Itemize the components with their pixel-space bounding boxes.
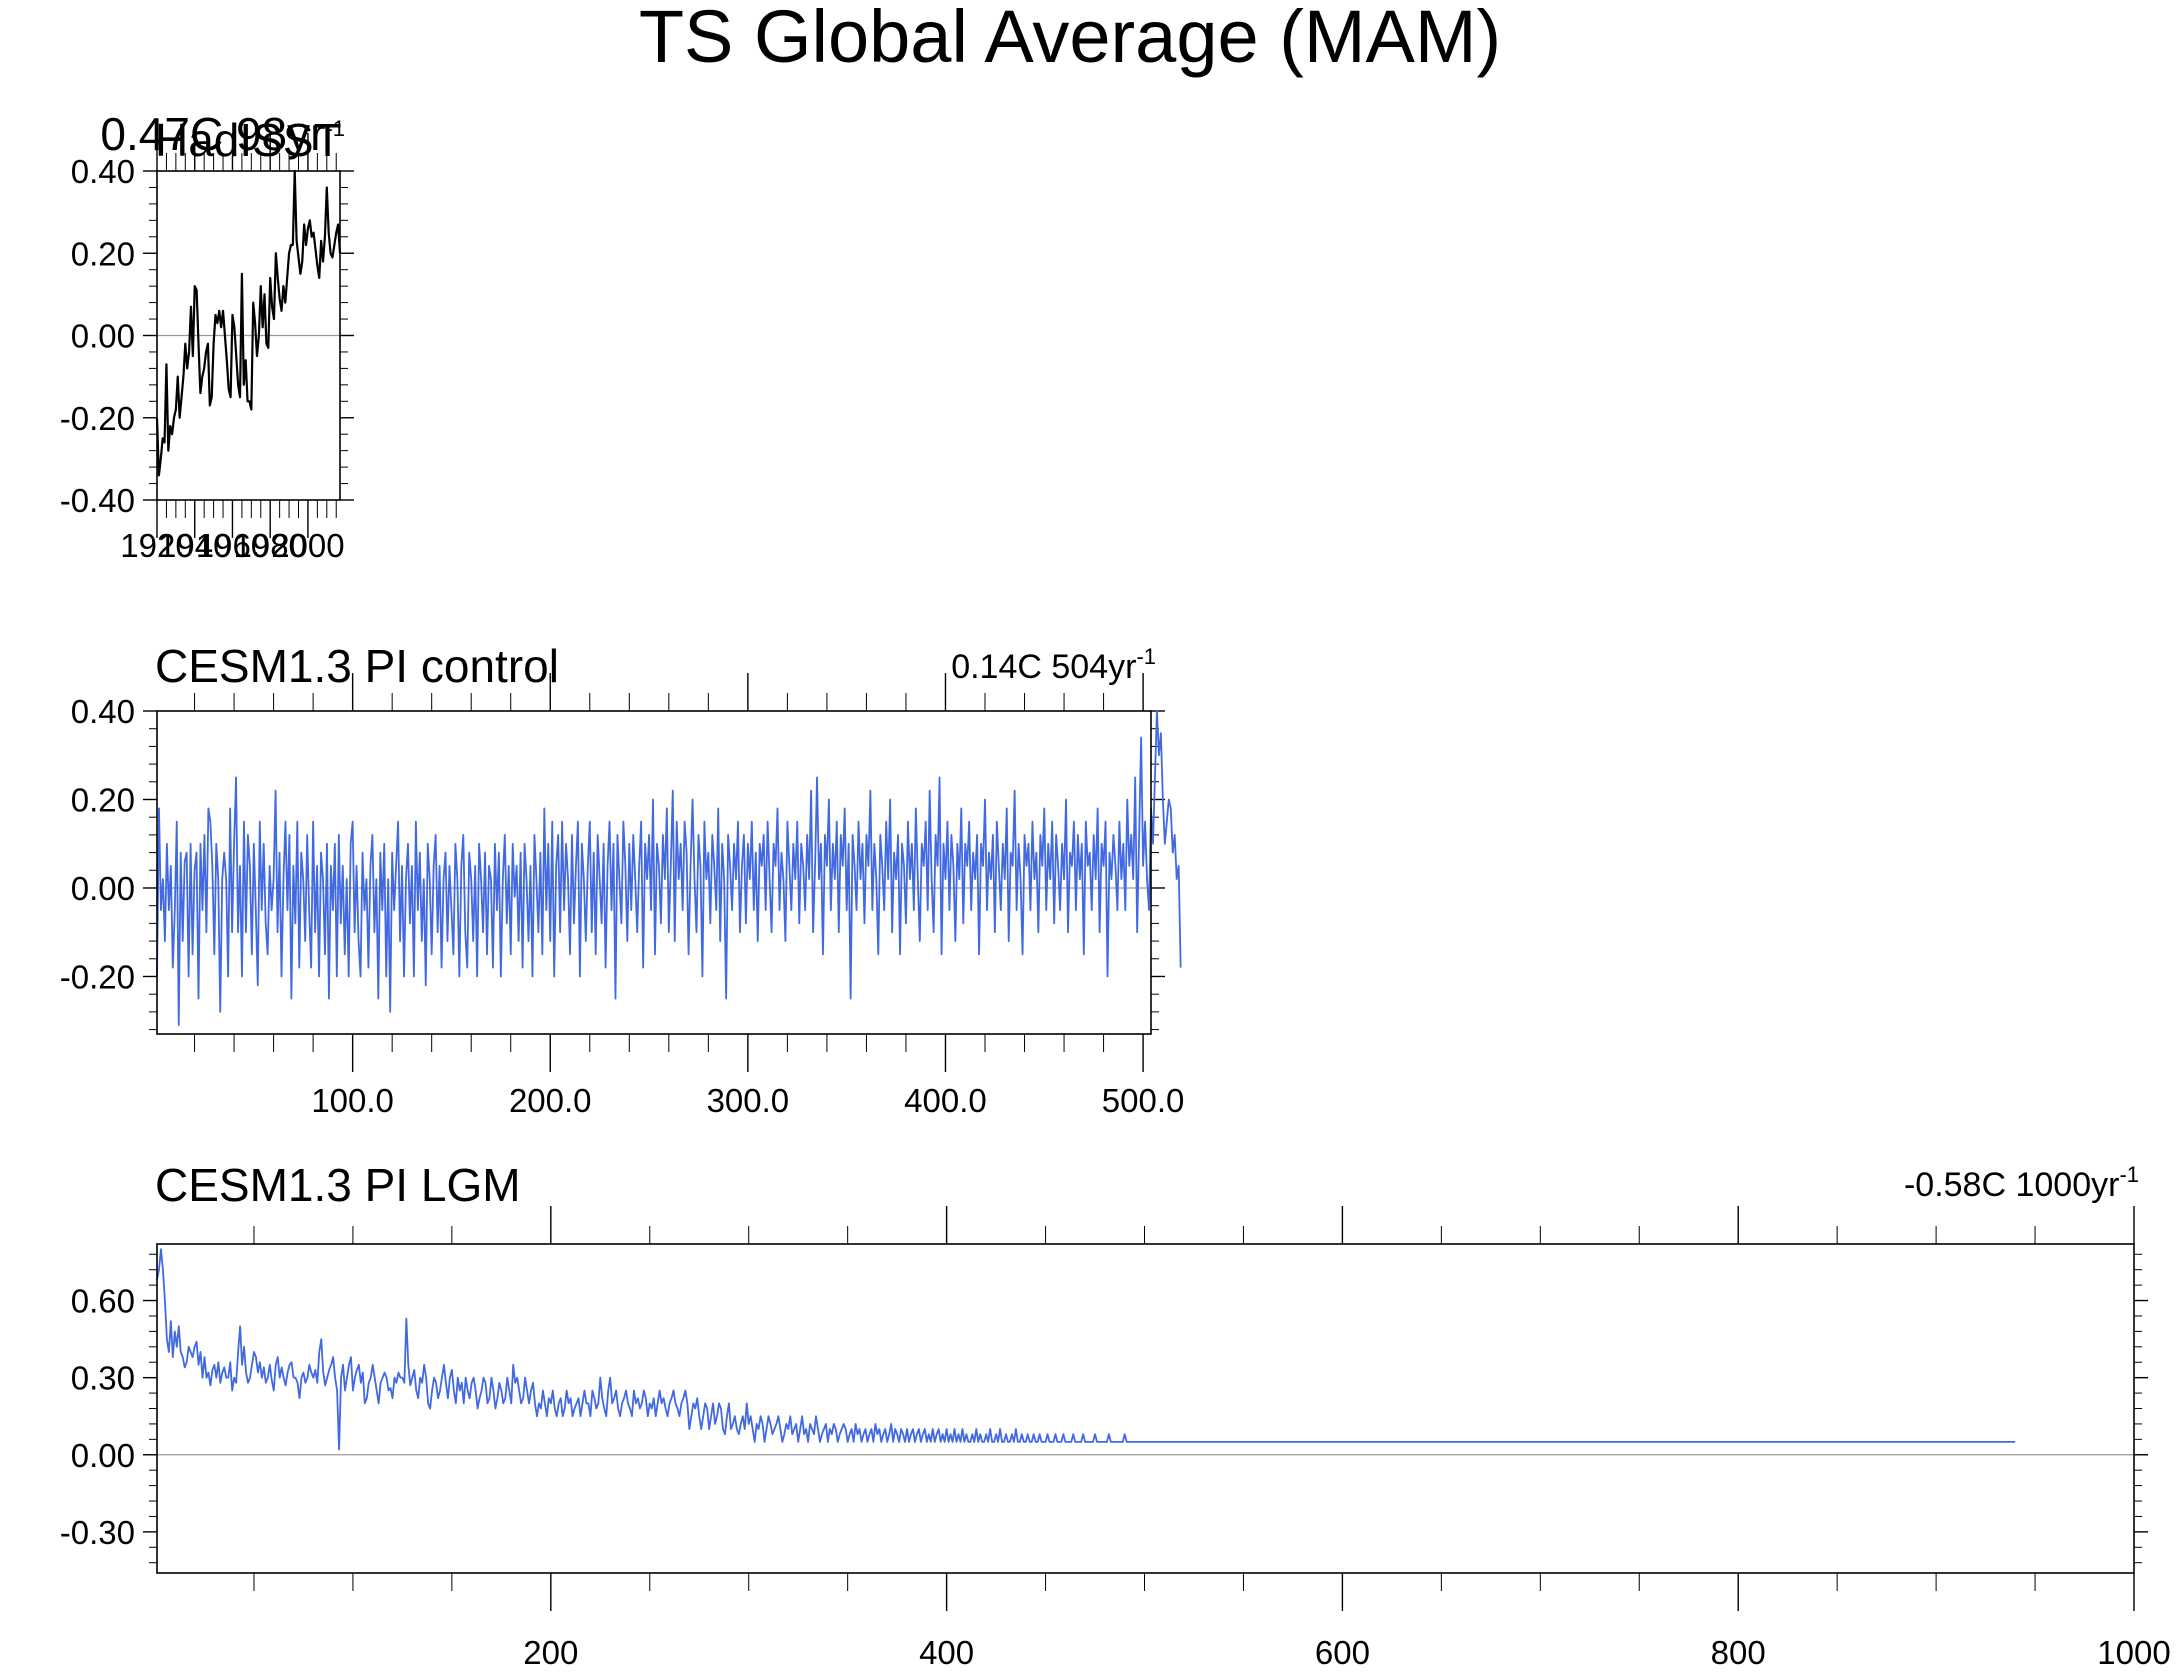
y-tick-label: 0.20 — [71, 781, 135, 818]
x-tick-label: 800 — [1711, 1634, 1766, 1671]
panel-title: HadISST — [155, 114, 342, 166]
y-tick-label: 0.60 — [71, 1283, 135, 1320]
x-tick-label: 2000 — [271, 527, 344, 564]
x-tick-label: 1000 — [2097, 1634, 2170, 1671]
y-tick-label: -0.30 — [60, 1514, 135, 1551]
x-tick-label: 200 — [523, 1634, 578, 1671]
x-tick-label: 400.0 — [904, 1082, 987, 1119]
y-tick-label: 0.40 — [71, 693, 135, 730]
panel-subtitle: 0.14C 504yr-1 — [951, 644, 1156, 686]
y-tick-label: 0.00 — [71, 318, 135, 355]
panel-subtitle: 0.47C 98yr-1 — [100, 108, 345, 160]
plot-frame — [156, 170, 341, 501]
series-line — [156, 1248, 2016, 1451]
y-tick-label: -0.20 — [60, 958, 135, 995]
panel-pi-control: 0.40 0.20 0.00 -0.20 100.0 200.0 300.0 400.0 500… — [60, 640, 1185, 1119]
panel-title: CESM1.3 PI LGM — [155, 1159, 521, 1211]
y-tick-label: -0.20 — [60, 400, 135, 437]
series-line — [156, 710, 1182, 1027]
x-tick-label: 400 — [919, 1634, 974, 1671]
x-tick-label: 1920 — [120, 527, 193, 564]
y-tick-label: -0.40 — [60, 482, 135, 519]
y-tick-label: 0.30 — [71, 1360, 135, 1397]
x-tick-label: 200.0 — [509, 1082, 592, 1119]
plot-frame — [156, 1243, 2135, 1574]
y-tick-label: 0.40 — [71, 153, 135, 190]
figure-title: TS Global Average (MAM) — [639, 0, 1501, 78]
panel-title: CESM1.3 PI control — [155, 640, 559, 692]
panel-hadisst: 0.40 0.20 0.00 -0.20 -0.40 192019401960198020… — [60, 108, 354, 564]
x-tick-label: 500.0 — [1102, 1082, 1185, 1119]
x-tick-label: 1940 — [158, 527, 231, 564]
x-tick-label: 100.0 — [311, 1082, 394, 1119]
panel-pi-lgm: 0.60 0.30 0.00 -0.30 200 400 600 800 1000 CESM1.3… — [60, 1159, 2171, 1671]
y-tick-label: 0.00 — [71, 1437, 135, 1474]
x-tick-label: 1980 — [233, 527, 306, 564]
plot-frame — [156, 710, 1152, 1035]
y-tick-label: 0.00 — [71, 870, 135, 907]
x-tick-label: 600 — [1315, 1634, 1370, 1671]
x-tick-label: 1960 — [196, 527, 269, 564]
x-tick-label: 300.0 — [707, 1082, 790, 1119]
y-tick-label: 0.20 — [71, 235, 135, 272]
series-line — [155, 169, 342, 477]
panel-subtitle: -0.58C 1000yr-1 — [1904, 1162, 2139, 1204]
